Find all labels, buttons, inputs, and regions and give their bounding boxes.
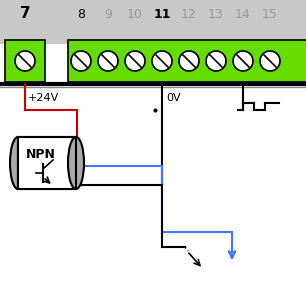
Text: 9: 9 bbox=[104, 8, 112, 20]
Text: 14: 14 bbox=[235, 8, 251, 20]
Text: 8: 8 bbox=[77, 8, 85, 20]
Circle shape bbox=[152, 51, 172, 71]
Text: +24V: +24V bbox=[28, 93, 59, 103]
Circle shape bbox=[260, 51, 280, 71]
Text: 15: 15 bbox=[262, 8, 278, 20]
Ellipse shape bbox=[68, 137, 84, 189]
Circle shape bbox=[15, 51, 35, 71]
Ellipse shape bbox=[10, 137, 26, 189]
Circle shape bbox=[233, 51, 253, 71]
Bar bbox=[5, 40, 45, 82]
Text: 13: 13 bbox=[208, 8, 224, 20]
Bar bbox=[18, 137, 76, 189]
Circle shape bbox=[179, 51, 199, 71]
Bar bbox=[18, 137, 76, 189]
Circle shape bbox=[71, 51, 91, 71]
Bar bbox=[18, 137, 76, 189]
Circle shape bbox=[206, 51, 226, 71]
Circle shape bbox=[98, 51, 118, 71]
Text: NPN: NPN bbox=[26, 148, 56, 161]
Bar bbox=[68, 40, 306, 82]
Text: 12: 12 bbox=[181, 8, 197, 20]
Text: 7: 7 bbox=[20, 7, 30, 22]
Text: 11: 11 bbox=[153, 8, 171, 20]
Polygon shape bbox=[0, 0, 306, 44]
Text: 10: 10 bbox=[127, 8, 143, 20]
Text: 0V: 0V bbox=[166, 93, 181, 103]
Circle shape bbox=[125, 51, 145, 71]
